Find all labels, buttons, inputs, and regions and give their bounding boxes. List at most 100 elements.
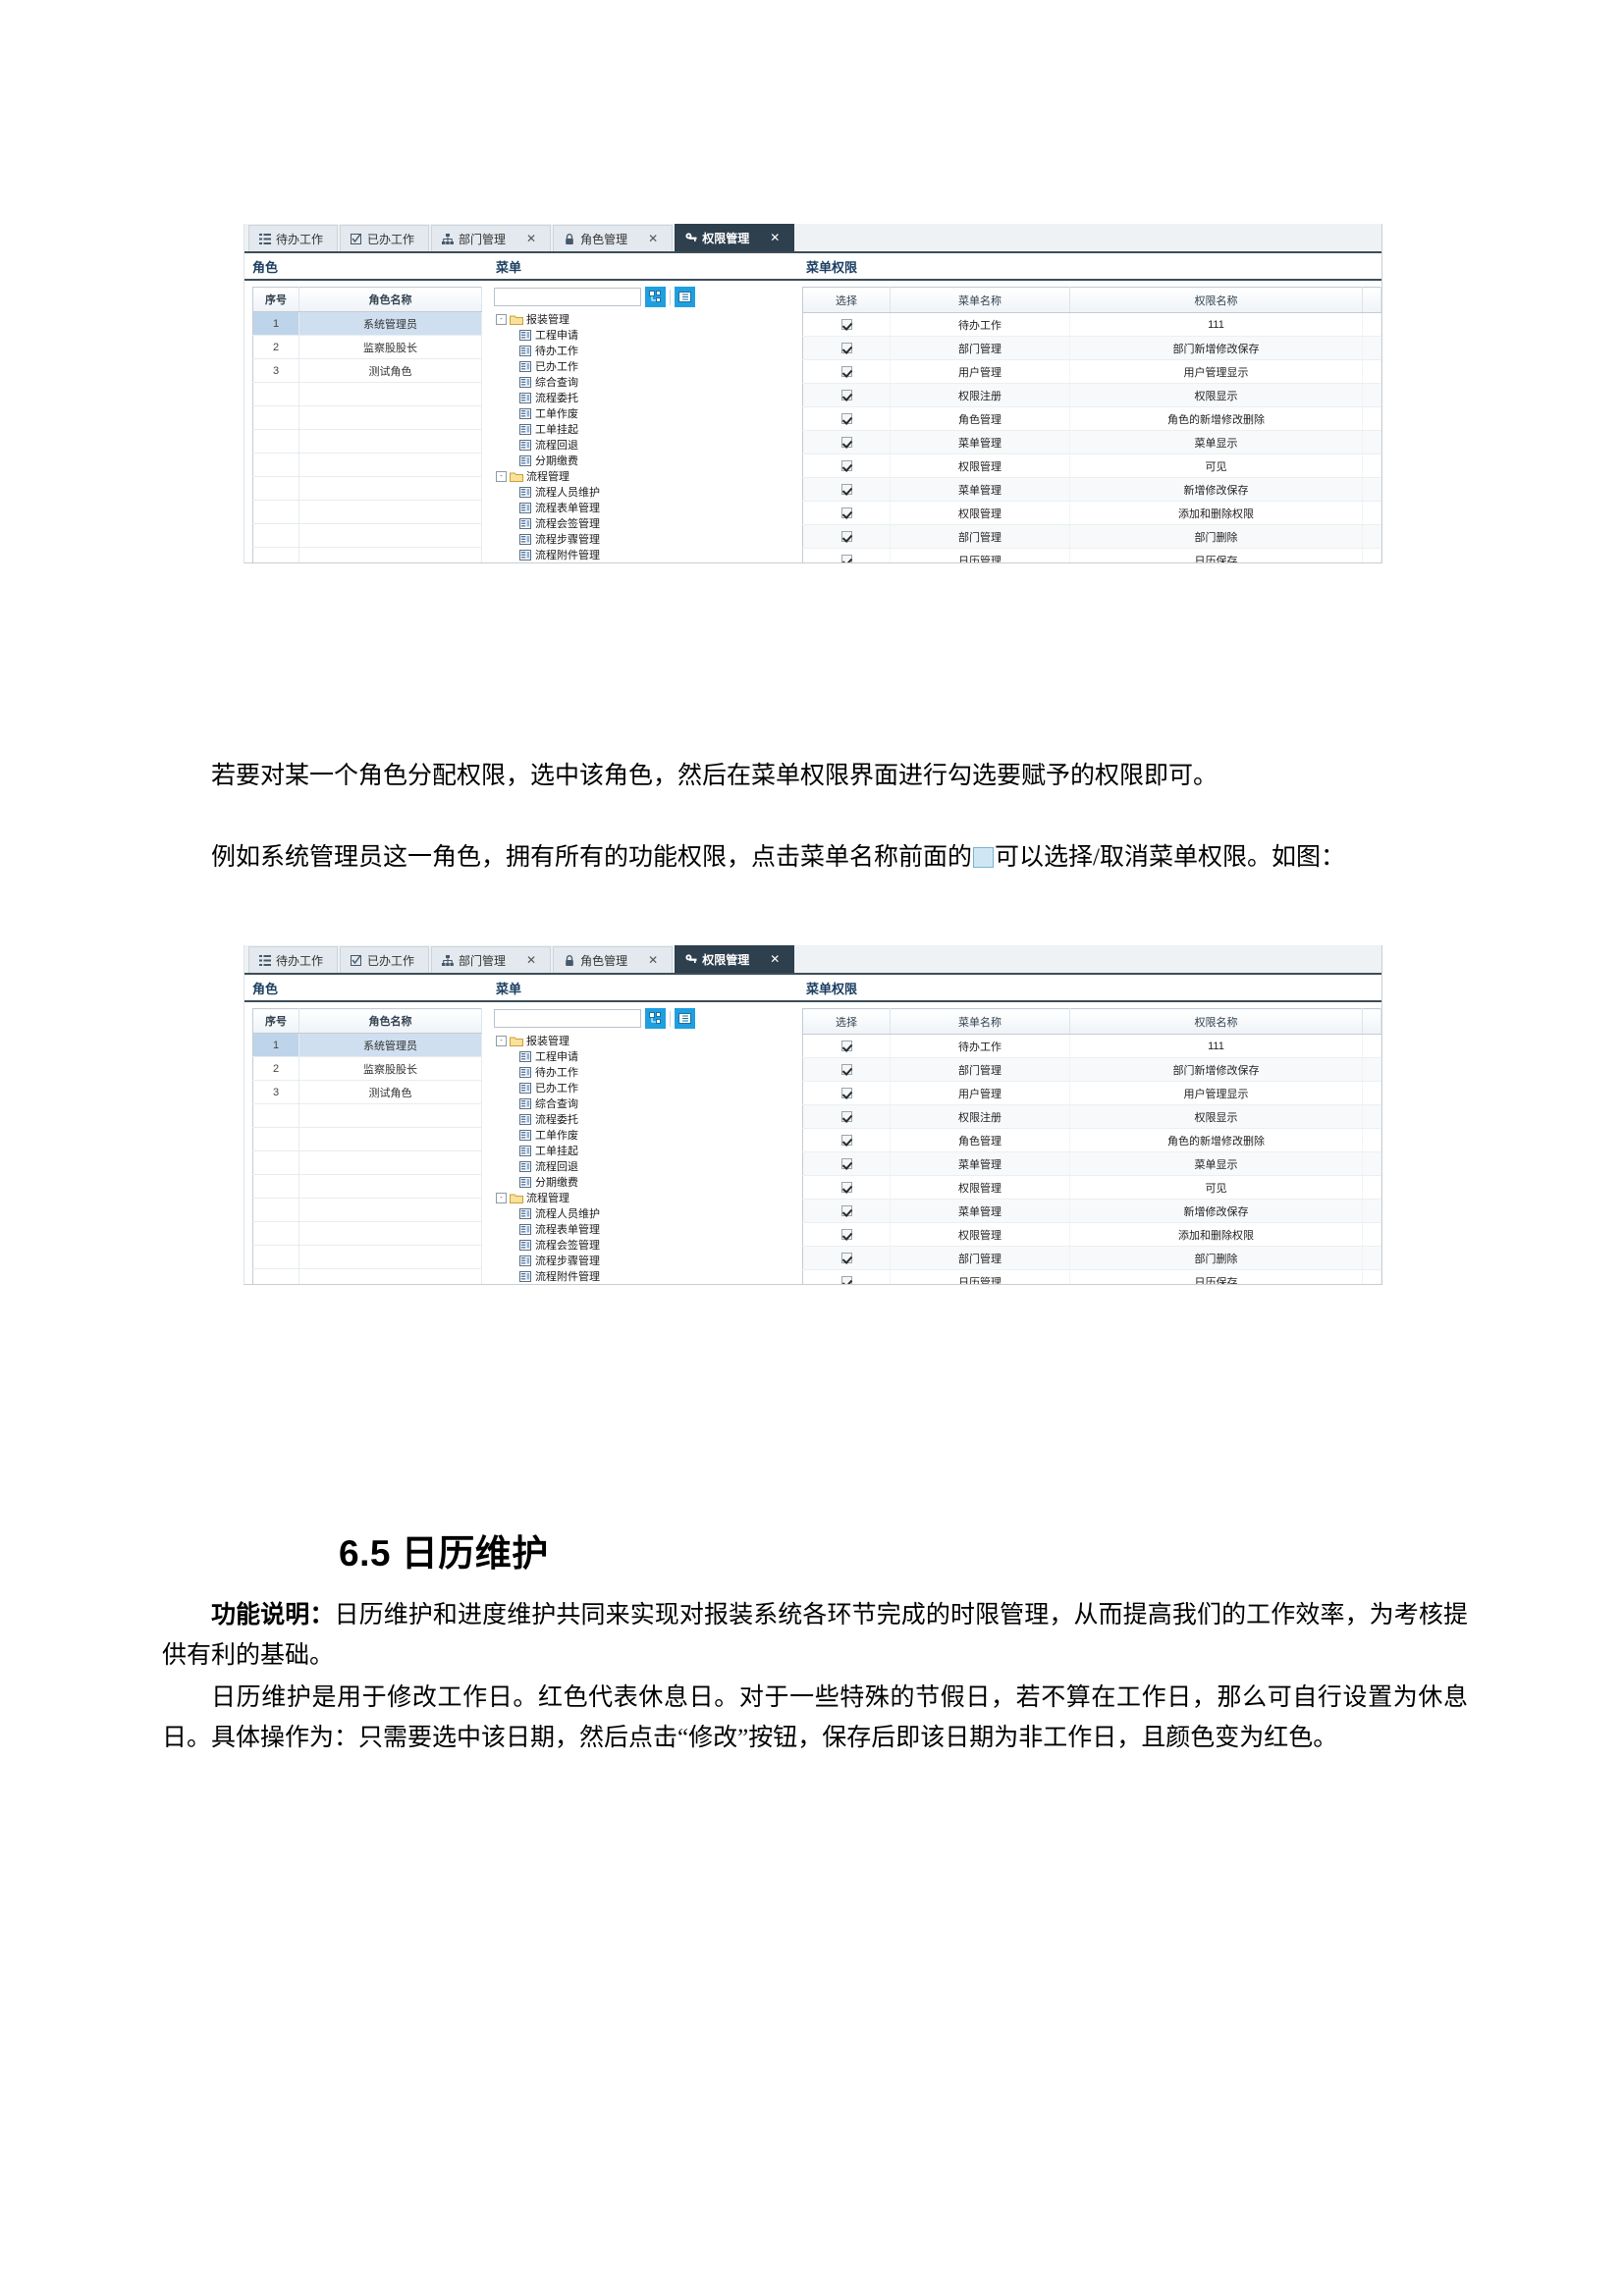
checkbox-icon[interactable] (840, 1182, 852, 1194)
role-grid-1[interactable]: 序号 角色名称 1 系统管理员 2 监察股股长 3 测试角色 (252, 287, 482, 562)
tab-3[interactable]: 部门管理 ✕ (431, 946, 552, 973)
table-row[interactable]: 2 监察股股长 (252, 335, 482, 359)
checkbox-icon[interactable] (840, 343, 852, 354)
permission-checkbox-cell[interactable] (802, 524, 891, 549)
permission-grid-2[interactable]: 选择 菜单名称 权限名称 待办工作 111 部门管理 部门新增修改保存 用户管理 用户管理… (802, 1008, 1381, 1284)
tree-folder-node[interactable]: - 报装管理 (496, 311, 794, 327)
menu-tree-1[interactable]: - 报装管理 工程申请 待办工作 已办工作 综合查询 流程委托 工单作废 工单挂起 流程回退 分期缴… (494, 311, 794, 563)
permission-checkbox-cell[interactable] (802, 1199, 891, 1223)
permission-checkbox-cell[interactable] (802, 1057, 891, 1082)
table-row[interactable]: 2 监察股股长 (252, 1056, 482, 1081)
tree-leaf-node[interactable]: 流程表单管理 (496, 500, 794, 515)
table-row[interactable]: 日历管理 日历保存 (802, 1269, 1381, 1284)
table-row[interactable]: 权限注册 权限显示 (802, 383, 1381, 407)
collapse-toggle-icon[interactable]: - (496, 1035, 507, 1046)
checkbox-icon[interactable] (840, 531, 852, 543)
table-row[interactable]: 用户管理 用户管理显示 (802, 359, 1381, 384)
menu-tree-2[interactable]: - 报装管理 工程申请 待办工作 已办工作 综合查询 流程委托 工单作废 工单挂起 流程回退 分期缴… (494, 1033, 794, 1285)
table-row[interactable]: 权限管理 添加和删除权限 (802, 501, 1381, 525)
table-row[interactable]: 1 系统管理员 (252, 1033, 482, 1057)
checkbox-icon[interactable] (840, 1111, 852, 1123)
checkbox-icon[interactable] (840, 366, 852, 378)
permission-grid-1[interactable]: 选择 菜单名称 权限名称 待办工作 111 部门管理 部门新增修改保存 用户管理 用户管理… (802, 287, 1381, 562)
collapse-toggle-icon[interactable]: - (496, 313, 507, 325)
close-icon[interactable]: ✕ (648, 953, 659, 967)
checkbox-icon[interactable] (840, 1041, 852, 1052)
tree-leaf-node[interactable]: 附件权限管理 (496, 1284, 794, 1285)
tree-leaf-node[interactable]: 流程回退 (496, 437, 794, 453)
permission-checkbox-cell[interactable] (802, 336, 891, 360)
permission-checkbox-cell[interactable] (802, 1034, 891, 1058)
tree-leaf-node[interactable]: 附件权限管理 (496, 562, 794, 563)
menu-tree-search-input[interactable] (494, 1009, 641, 1028)
permission-checkbox-cell[interactable] (802, 548, 891, 562)
tree-leaf-node[interactable]: 待办工作 (496, 1064, 794, 1080)
tree-folder-node[interactable]: - 流程管理 (496, 1190, 794, 1205)
tree-leaf-node[interactable]: 流程会签管理 (496, 1237, 794, 1253)
permission-checkbox-cell[interactable] (802, 1104, 891, 1129)
permission-checkbox-cell[interactable] (802, 383, 891, 407)
table-row[interactable]: 权限注册 权限显示 (802, 1104, 1381, 1129)
permission-checkbox-cell[interactable] (802, 477, 891, 502)
checkbox-icon[interactable] (840, 1158, 852, 1170)
close-icon[interactable]: ✕ (526, 232, 537, 245)
permission-checkbox-cell[interactable] (802, 430, 891, 454)
list-view-button[interactable] (675, 287, 695, 307)
table-row[interactable]: 3 测试角色 (252, 358, 482, 383)
checkbox-icon[interactable] (840, 1276, 852, 1284)
collapse-toggle-icon[interactable]: - (496, 1192, 507, 1203)
tree-leaf-node[interactable]: 流程委托 (496, 390, 794, 405)
checkbox-icon[interactable] (840, 1253, 852, 1264)
permission-checkbox-cell[interactable] (802, 1175, 891, 1200)
table-row[interactable]: 待办工作 111 (802, 1034, 1381, 1058)
checkbox-icon[interactable] (840, 390, 852, 401)
table-row[interactable]: 权限管理 可见 (802, 454, 1381, 478)
permission-checkbox-cell[interactable] (802, 1269, 891, 1284)
table-row[interactable]: 菜单管理 菜单显示 (802, 430, 1381, 454)
checkbox-icon[interactable] (840, 484, 852, 496)
permission-checkbox-cell[interactable] (802, 312, 891, 337)
permission-checkbox-cell[interactable] (802, 1151, 891, 1176)
close-icon[interactable]: ✕ (648, 232, 659, 245)
permission-checkbox-cell[interactable] (802, 501, 891, 525)
permission-checkbox-cell[interactable] (802, 359, 891, 384)
tab-4[interactable]: 角色管理 ✕ (553, 946, 674, 973)
tree-leaf-node[interactable]: 已办工作 (496, 1080, 794, 1095)
table-row[interactable]: 部门管理 部门删除 (802, 1246, 1381, 1270)
close-icon[interactable]: ✕ (770, 231, 781, 244)
checkbox-icon[interactable] (840, 460, 852, 472)
tree-leaf-node[interactable]: 流程人员维护 (496, 1205, 794, 1221)
tree-leaf-node[interactable]: 流程会签管理 (496, 515, 794, 531)
tree-leaf-node[interactable]: 流程步骤管理 (496, 1253, 794, 1268)
tree-leaf-node[interactable]: 工单挂起 (496, 1143, 794, 1158)
tab-1[interactable]: 待办工作 (248, 946, 339, 973)
tree-leaf-node[interactable]: 工单作废 (496, 405, 794, 421)
table-row[interactable]: 角色管理 角色的新增修改删除 (802, 406, 1381, 431)
close-icon[interactable]: ✕ (770, 952, 781, 966)
permission-checkbox-cell[interactable] (802, 1128, 891, 1152)
expand-tree-button[interactable] (645, 1008, 666, 1029)
tree-leaf-node[interactable]: 流程步骤管理 (496, 531, 794, 547)
permission-checkbox-cell[interactable] (802, 1081, 891, 1105)
tree-leaf-node[interactable]: 流程委托 (496, 1111, 794, 1127)
tab-5[interactable]: 权限管理 ✕ (675, 945, 795, 973)
checkbox-icon[interactable] (840, 437, 852, 449)
list-view-button[interactable] (675, 1008, 695, 1029)
checkbox-icon[interactable] (840, 507, 852, 519)
tree-leaf-node[interactable]: 分期缴费 (496, 453, 794, 468)
tree-leaf-node[interactable]: 流程回退 (496, 1158, 794, 1174)
checkbox-icon[interactable] (840, 555, 852, 562)
tab-3[interactable]: 部门管理 ✕ (431, 225, 552, 251)
table-row[interactable]: 部门管理 部门新增修改保存 (802, 1057, 1381, 1082)
tab-2[interactable]: 已办工作 (340, 225, 430, 251)
tree-leaf-node[interactable]: 综合查询 (496, 374, 794, 390)
table-row[interactable]: 菜单管理 新增修改保存 (802, 477, 1381, 502)
tree-leaf-node[interactable]: 工程申请 (496, 1048, 794, 1064)
table-row[interactable]: 部门管理 部门新增修改保存 (802, 336, 1381, 360)
table-row[interactable]: 待办工作 111 (802, 312, 1381, 337)
tree-leaf-node[interactable]: 流程人员维护 (496, 484, 794, 500)
tree-leaf-node[interactable]: 分期缴费 (496, 1174, 794, 1190)
table-row[interactable]: 权限管理 可见 (802, 1175, 1381, 1200)
tree-leaf-node[interactable]: 流程附件管理 (496, 1268, 794, 1284)
tab-1[interactable]: 待办工作 (248, 225, 339, 251)
